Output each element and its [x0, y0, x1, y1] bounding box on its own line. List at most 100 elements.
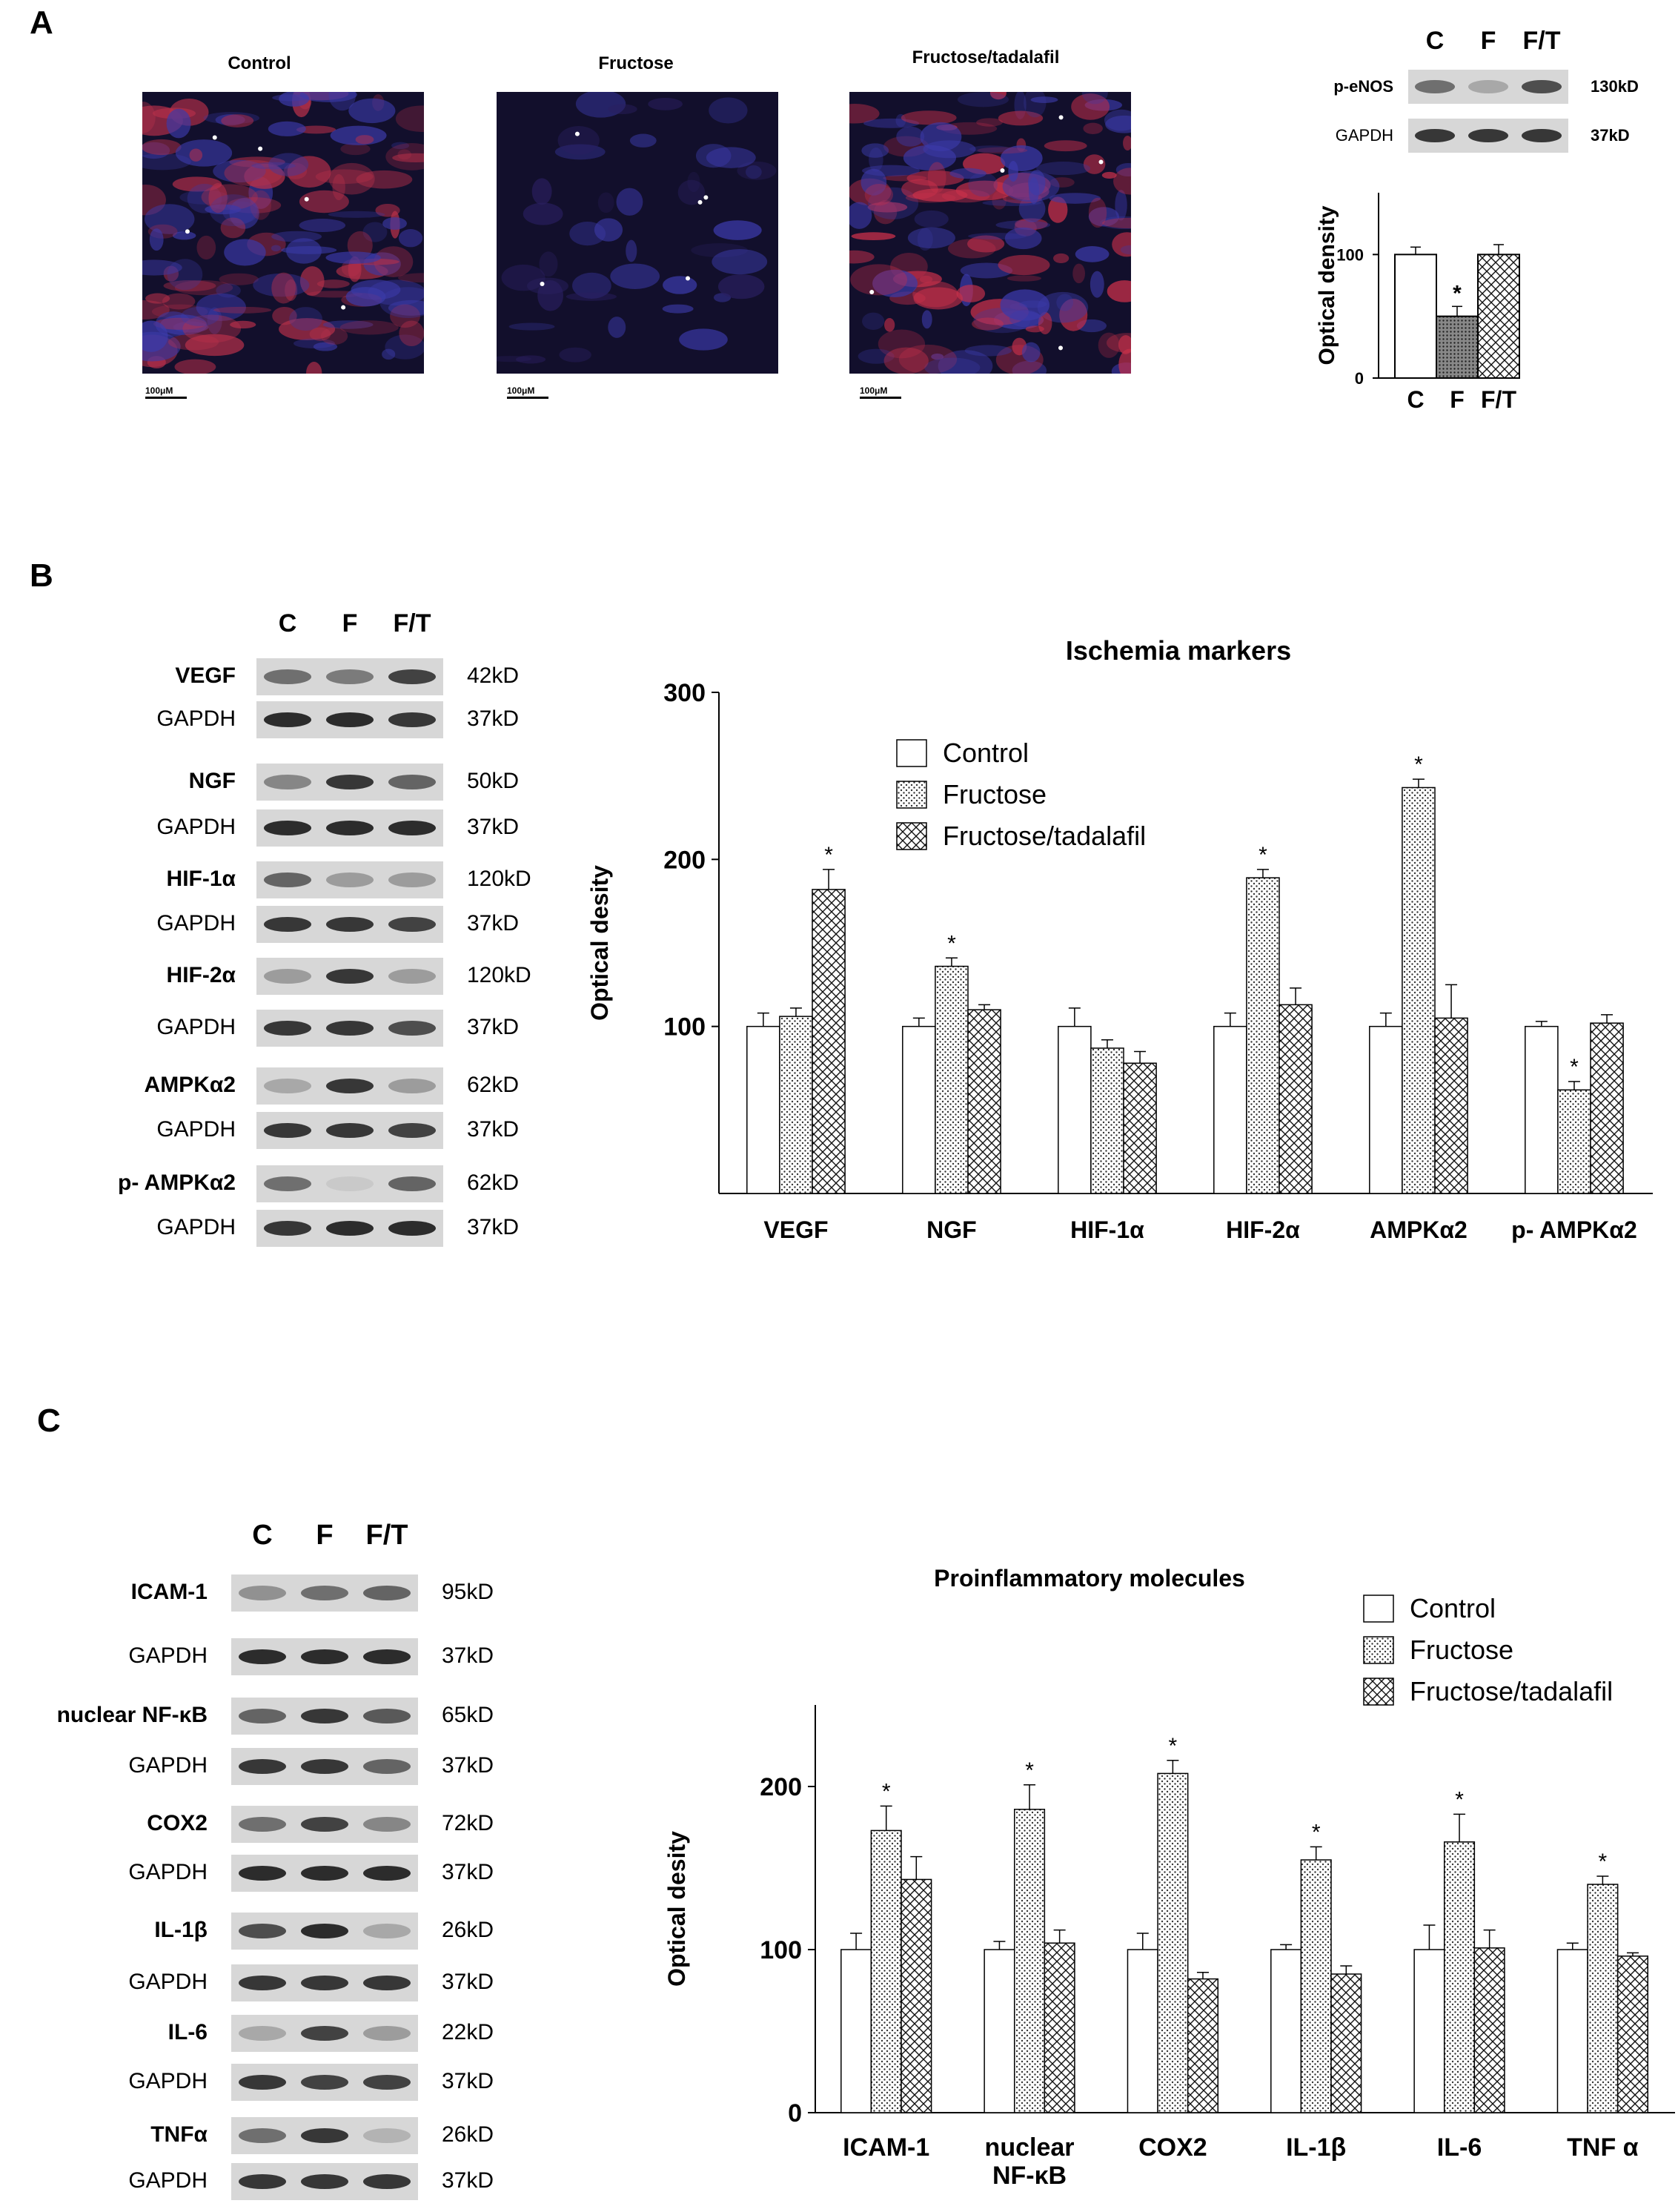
tissue-blob [1107, 280, 1131, 302]
tissue-blob [679, 328, 728, 351]
bar-icam-1-fructose-tadalafil [901, 1878, 932, 2113]
tissue-blob [713, 220, 762, 240]
tissue-blob [1098, 332, 1120, 358]
blot-band [1468, 128, 1509, 143]
marker-dot [697, 199, 703, 205]
tissue-blob [1120, 245, 1131, 255]
tissue-blob [268, 153, 309, 176]
tissue-blob [883, 347, 929, 374]
tissue-blob [898, 344, 958, 374]
blot-label-gapdh: GAPDH [128, 1753, 208, 1778]
tissue-blob [861, 143, 889, 158]
blot-band [239, 2174, 286, 2189]
tissue-blob [851, 232, 896, 241]
tissue-blob [1088, 197, 1107, 228]
tissue-blob [949, 168, 986, 179]
y-axis-title: Optical desity [663, 1831, 690, 1987]
tissue-blob [864, 184, 894, 206]
blot-label-gapdh: GAPDH [156, 1215, 236, 1239]
tissue-blob [180, 306, 219, 326]
tissue-blob [967, 235, 1005, 253]
tissue-blob [172, 231, 196, 240]
tissue-blob [516, 355, 546, 364]
tissue-blob [907, 227, 955, 249]
tissue-blob [1015, 218, 1048, 231]
tissue-blob [849, 202, 872, 229]
tissue-blob [142, 259, 182, 276]
tissue-blob [629, 133, 657, 148]
tissue-blob [209, 194, 257, 227]
blot-strip [231, 1698, 418, 1735]
blot-band [326, 775, 374, 789]
blot-band [239, 1976, 286, 1990]
bar-hif-1-fructose [1090, 1047, 1124, 1194]
tissue-blob [1071, 93, 1110, 120]
lane-header-f-t: F/T [393, 609, 431, 638]
tissue-blob [995, 220, 1051, 230]
blot-band [301, 1759, 348, 1774]
blot-band [363, 2075, 411, 2090]
tissue-blob [1000, 289, 1049, 321]
x-tick-label-cox2: COX2 [1138, 2133, 1207, 2162]
tissue-blob [1106, 333, 1131, 353]
blot-label-gapdh: GAPDH [128, 1970, 208, 1994]
tissue-blob [531, 178, 552, 205]
tissue-blob [163, 280, 216, 292]
y-tick-label: 0 [788, 2099, 802, 2127]
blot-size-26kd: 26kD [442, 2122, 494, 2147]
blot-strip [1408, 119, 1568, 153]
tissue-blob [968, 172, 998, 197]
marker-dot [869, 290, 875, 295]
blot-label-gapdh: GAPDH [128, 1643, 208, 1668]
tissue-blob [663, 276, 697, 294]
blot-band [363, 1817, 411, 1832]
blot-label-gapdh: GAPDH [156, 911, 236, 936]
scale-bar-fructose-tadalafil: 100μM [860, 385, 901, 399]
y-tick-label: 100 [1336, 245, 1364, 264]
tissue-blob [299, 266, 325, 296]
tissue-blob [145, 293, 170, 304]
marker-dot [686, 276, 691, 281]
blot-size-26kd: 26kD [442, 1918, 494, 1942]
x-tick-label-vegf: VEGF [763, 1216, 828, 1243]
chart-title: Ischemia markers [1066, 635, 1291, 666]
tissue-blob [1036, 162, 1091, 176]
lane-header-c: C [252, 1520, 273, 1551]
blot-label-p-ampk-2: p- AMPKα2 [118, 1170, 236, 1195]
bar-vegf-control [746, 1025, 780, 1194]
blot-strip [256, 1165, 443, 1202]
tissue-blob [379, 287, 424, 318]
tissue-blob [1021, 342, 1041, 362]
tissue-blob [497, 356, 532, 362]
blot-size-120kd: 120kD [467, 867, 531, 891]
blot-band [264, 1021, 311, 1036]
tissue-blob [172, 176, 222, 192]
bar-icam-1-fructose [870, 1829, 902, 2113]
tissue-blob [989, 92, 1007, 100]
tissue-blob [196, 293, 246, 322]
lane-header-f: F [342, 609, 358, 638]
tissue-blob [998, 110, 1044, 126]
blot-band [326, 917, 374, 932]
blot-band [1468, 79, 1509, 94]
bar-ngf-fructose [935, 965, 969, 1194]
blot-band [301, 2128, 348, 2143]
tissue-blob [912, 281, 958, 308]
blot-band [1521, 79, 1562, 94]
micrograph-title-fructose-tadalafil: Fructose/tadalafil [912, 47, 1060, 67]
tissue-blob [1101, 171, 1117, 179]
x-tick-label-p-ampk-2: p- AMPKα2 [1511, 1216, 1637, 1243]
significance-mark: * [947, 931, 956, 956]
blot-band [264, 917, 311, 932]
blot-size-37kd: 37kD [442, 1753, 494, 1778]
tissue-blob [189, 148, 203, 162]
x-tick-label-tnf: TNF α [1567, 2133, 1639, 2162]
tissue-blob [220, 217, 246, 239]
tissue-blob [895, 113, 906, 128]
tissue-blob [903, 145, 957, 170]
blot-band [326, 969, 374, 984]
significance-mark: * [1453, 281, 1462, 305]
blot-strip [256, 1010, 443, 1047]
marker-dot [185, 229, 190, 234]
bar-tnf-fructose-tadalafil [1616, 1956, 1649, 2113]
